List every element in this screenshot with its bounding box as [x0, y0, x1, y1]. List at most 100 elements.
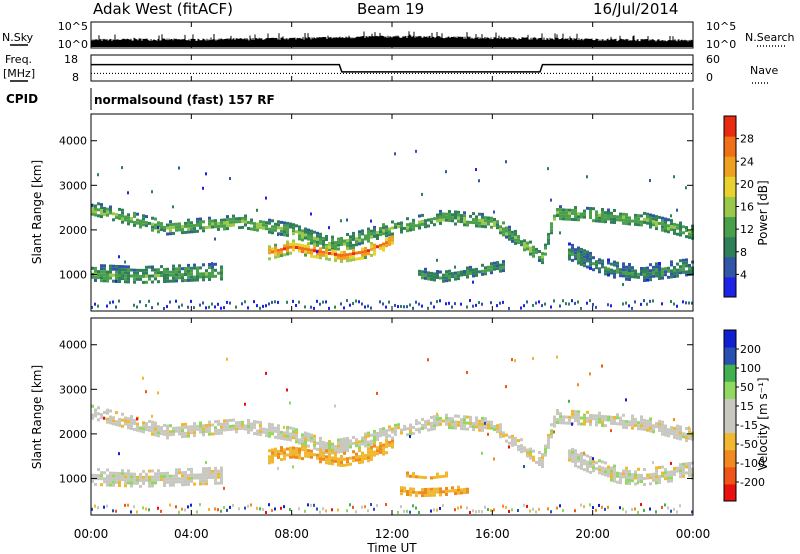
scatter-cell — [538, 507, 540, 511]
data-cell — [154, 472, 157, 476]
data-cell — [319, 235, 322, 239]
data-cell — [304, 227, 307, 231]
data-cell — [292, 223, 295, 227]
data-cell — [274, 429, 277, 433]
scatter-cell — [280, 506, 282, 510]
scatter-cell — [352, 505, 354, 509]
data-cell — [592, 417, 595, 421]
data-cell — [202, 433, 205, 437]
data-cell — [208, 429, 211, 433]
data-cell — [190, 272, 193, 276]
scatter-cell — [148, 299, 150, 303]
data-cell — [430, 274, 433, 278]
data-cell — [469, 214, 472, 218]
data-cell — [298, 246, 301, 250]
data-cell — [115, 420, 118, 424]
scatter-cell — [409, 510, 411, 514]
data-cell — [352, 441, 355, 445]
data-cell — [166, 424, 169, 428]
scatter-cell — [190, 503, 192, 507]
data-cell — [583, 453, 586, 457]
data-cell — [637, 476, 640, 480]
data-cell — [97, 418, 100, 422]
data-cell — [655, 271, 658, 275]
data-cell — [196, 476, 199, 480]
scatter-cell — [112, 300, 114, 304]
header-date: 16/Jul/2014 — [593, 0, 679, 18]
data-cell — [688, 465, 691, 468]
scatter-cell — [310, 305, 312, 309]
data-cell — [355, 251, 358, 255]
data-cell — [640, 270, 643, 273]
data-cell — [292, 436, 295, 440]
data-cell — [385, 451, 388, 455]
data-cell — [277, 436, 280, 440]
scatter-cell — [193, 278, 195, 282]
data-cell — [442, 276, 445, 280]
data-cell — [598, 213, 601, 217]
scatter-cell — [682, 300, 684, 304]
data-cell — [322, 443, 325, 447]
data-cell — [304, 236, 307, 240]
data-cell — [307, 452, 310, 456]
data-cell — [115, 264, 118, 268]
data-cell — [145, 280, 148, 284]
data-cell — [619, 475, 622, 479]
scatter-cell — [505, 160, 507, 164]
data-cell — [445, 273, 448, 277]
scatter-cell — [94, 302, 96, 306]
scatter-cell — [136, 510, 138, 514]
data-cell — [208, 275, 211, 278]
data-cell — [169, 232, 172, 236]
data-cell — [637, 275, 640, 279]
data-cell — [295, 431, 298, 435]
scatter-cell — [670, 214, 672, 218]
data-cell — [352, 243, 355, 247]
data-cell — [667, 479, 670, 483]
data-cell — [637, 217, 640, 221]
data-cell — [643, 279, 646, 282]
data-cell — [292, 245, 295, 249]
data-cell — [637, 421, 640, 425]
data-cell — [670, 429, 673, 433]
scatter-cell — [508, 509, 510, 513]
data-cell — [598, 465, 601, 469]
data-cell — [145, 221, 148, 225]
scatter-cell — [412, 504, 414, 508]
data-cell — [193, 266, 196, 270]
data-cell — [283, 227, 286, 231]
data-cell — [682, 231, 685, 235]
data-cell — [667, 470, 670, 474]
data-cell — [199, 424, 202, 428]
scatter-cell — [445, 170, 447, 174]
data-cell — [394, 429, 397, 433]
data-cell — [619, 274, 622, 278]
data-cell — [301, 448, 304, 452]
data-cell — [583, 252, 586, 256]
data-cell — [325, 238, 328, 241]
data-cell — [412, 487, 415, 491]
data-cell — [634, 216, 637, 220]
data-cell — [391, 241, 394, 245]
scatter-cell — [436, 300, 438, 304]
scatter-cell — [580, 306, 582, 310]
data-cell — [409, 225, 412, 229]
data-cell — [577, 249, 580, 253]
data-cell — [139, 225, 142, 229]
data-cell — [187, 479, 190, 483]
data-cell — [343, 239, 346, 243]
data-cell — [283, 454, 286, 458]
data-cell — [439, 276, 442, 280]
data-cell — [655, 227, 658, 231]
data-cell — [202, 470, 205, 474]
data-cell — [124, 280, 127, 284]
data-cell — [130, 475, 133, 479]
scatter-cell — [103, 416, 105, 420]
scatter-cell — [442, 504, 444, 508]
scatter-cell — [532, 303, 534, 307]
data-cell — [457, 491, 460, 495]
data-cell — [175, 222, 178, 226]
data-cell — [652, 472, 655, 476]
data-cell — [406, 493, 409, 496]
